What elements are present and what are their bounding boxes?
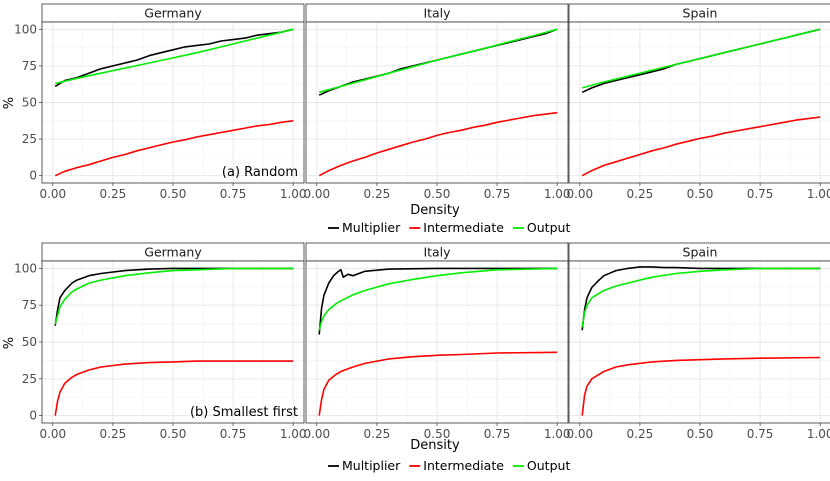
- y-tick-label: 25: [22, 372, 37, 386]
- legend: Multiplier Intermediate Output: [328, 220, 570, 235]
- panel-germany: Germany 0.00 0.25 0.50 0.75 1.00 0 25 50 75 100 (a)…: [14, 3, 307, 201]
- panel-italy: Italy 0.00 0.25 0.50 0.75 1.00: [303, 242, 571, 441]
- series-line-intermediate: [581, 356, 821, 416]
- x-tick-label: 0.50: [160, 427, 187, 441]
- facet-title: Germany: [144, 6, 202, 21]
- y-axis-title: %: [2, 337, 17, 349]
- legend-item-intermediate: Intermediate: [409, 458, 504, 473]
- legend-item-multiplier: Multiplier: [328, 220, 401, 235]
- legend-label: Output: [527, 458, 571, 473]
- x-tick-label: 0.25: [100, 187, 127, 201]
- x-tick-label: 0.75: [747, 187, 774, 201]
- panel-spain: Spain 0.00 0.25 0.50 0.75 1.00: [566, 3, 830, 201]
- x-tick-label: 0.75: [220, 187, 247, 201]
- series-line-output: [55, 28, 294, 85]
- x-tick-label: 0.00: [566, 187, 593, 201]
- series-line-intermediate: [318, 111, 558, 177]
- series-line-intermediate: [318, 351, 558, 416]
- x-tick-label: 1.00: [807, 427, 830, 441]
- x-tick-label: 0.50: [424, 427, 451, 441]
- x-tick-label: 1.00: [544, 187, 571, 201]
- y-tick-label: 25: [22, 132, 37, 146]
- x-tick-label: 0.25: [100, 427, 127, 441]
- series-line-intermediate: [54, 360, 294, 416]
- legend-label: Intermediate: [423, 458, 504, 473]
- series-line-output: [581, 28, 821, 89]
- panel-spain: Spain 0.00 0.25 0.50 0.75 1.00: [566, 242, 830, 441]
- figure-b: Germany 0.00 0.25 0.50 0.75 1.00 0 25 50 75 100 (b)…: [2, 242, 830, 473]
- legend-item-output: Output: [512, 220, 571, 235]
- x-axis-title: Density: [410, 203, 460, 218]
- legend-label: Multiplier: [342, 458, 401, 473]
- x-tick-label: 1.00: [544, 427, 571, 441]
- legend-label: Output: [527, 220, 571, 235]
- legend-item-output: Output: [512, 458, 571, 473]
- y-axis-title: %: [2, 97, 17, 109]
- x-tick-label: 0.75: [484, 427, 511, 441]
- x-tick-label: 0.00: [303, 187, 330, 201]
- legend-item-multiplier: Multiplier: [328, 458, 401, 473]
- series-line-multiplier: [54, 267, 294, 326]
- y-tick-label: 75: [22, 298, 37, 312]
- legend-label: Intermediate: [423, 220, 504, 235]
- series-line-output: [54, 267, 294, 325]
- x-tick-label: 0.50: [687, 187, 714, 201]
- y-tick-label: 0: [29, 169, 37, 183]
- legend-label: Multiplier: [342, 220, 401, 235]
- series-line-intermediate: [581, 116, 821, 177]
- y-tick-label: 100: [14, 261, 37, 275]
- facet-title: Italy: [423, 6, 451, 21]
- panel-annotation: (a) Random: [222, 165, 298, 180]
- x-tick-label: 0.00: [566, 427, 593, 441]
- x-tick-label: 0.75: [484, 187, 511, 201]
- panel-germany: Germany 0.00 0.25 0.50 0.75 1.00 0 25 50 75 100 (b)…: [14, 242, 307, 441]
- series-line-intermediate: [54, 120, 294, 177]
- x-tick-label: 1.00: [807, 187, 830, 201]
- x-tick-label: 0.50: [160, 187, 187, 201]
- x-tick-label: 0.25: [364, 427, 391, 441]
- y-tick-label: 75: [22, 59, 37, 73]
- figure-a: Germany 0.00 0.25 0.50 0.75 1.00 0 25 50 75 100 (a)…: [2, 3, 830, 235]
- series-line-multiplier: [54, 28, 294, 88]
- x-axis-title: Density: [410, 438, 460, 453]
- legend: Multiplier Intermediate Output: [328, 458, 570, 473]
- facet-title: Spain: [683, 245, 718, 260]
- x-tick-label: 0.50: [687, 427, 714, 441]
- x-tick-label: 1.00: [280, 187, 307, 201]
- series-line-multiplier: [581, 266, 821, 331]
- legend-item-intermediate: Intermediate: [409, 220, 504, 235]
- x-tick-label: 0.50: [424, 187, 451, 201]
- facet-title: Germany: [144, 245, 202, 260]
- x-tick-label: 0.25: [364, 187, 391, 201]
- x-tick-label: 0.00: [303, 427, 330, 441]
- facet-title: Spain: [683, 6, 718, 21]
- y-tick-label: 50: [22, 335, 37, 349]
- y-tick-label: 0: [29, 409, 37, 423]
- x-tick-label: 0.25: [627, 187, 654, 201]
- series-line-output: [318, 28, 558, 94]
- x-tick-label: 0.00: [39, 187, 66, 201]
- series-line-output: [318, 267, 558, 331]
- x-tick-label: 0.75: [220, 427, 247, 441]
- facet-title: Italy: [423, 245, 451, 260]
- y-tick-label: 100: [14, 22, 37, 36]
- y-tick-label: 50: [22, 96, 37, 110]
- series-line-multiplier: [318, 267, 558, 335]
- series-line-output: [581, 267, 821, 328]
- panel-annotation: (b) Smallest first: [190, 405, 298, 420]
- panel-italy: Italy 0.00 0.25 0.50 0.75 1.00: [303, 3, 571, 201]
- x-tick-label: 1.00: [280, 427, 307, 441]
- x-tick-label: 0.25: [627, 427, 654, 441]
- x-tick-label: 0.75: [747, 427, 774, 441]
- x-tick-label: 0.00: [39, 427, 66, 441]
